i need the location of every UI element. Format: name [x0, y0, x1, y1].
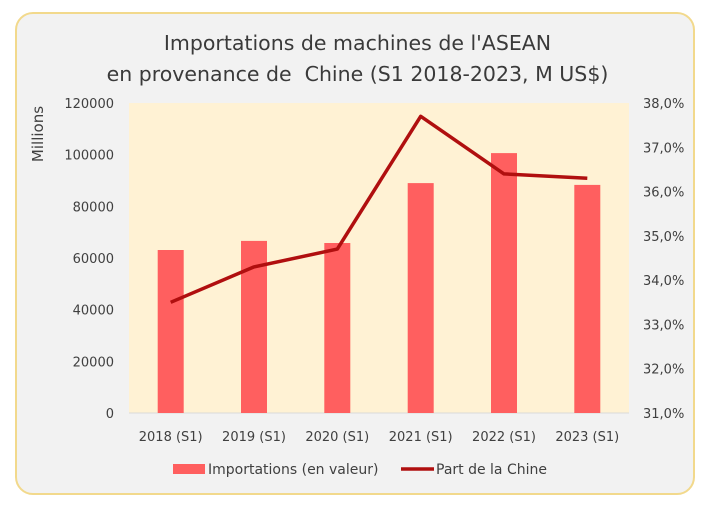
y-axis-right-ticks: 31,0% 32,0% 33,0% 34,0% 35,0% 36,0% 37,0% 38,0% — [643, 97, 684, 422]
chart-title-line-2: en provenance de Chine (S1 2018-2023, M … — [106, 62, 609, 86]
y2-tick-label: 32,0% — [643, 363, 684, 378]
x-axis-ticks: 2018 (S1) 2019 (S1) 2020 (S1) 2021 (S1) 2022… — [139, 430, 619, 445]
plot-area — [129, 103, 629, 413]
y2-tick-label: 35,0% — [643, 230, 684, 245]
chart-title: Importations de machines de l'ASEAN en p… — [0, 28, 715, 90]
x-tick-label: 2019 (S1) — [222, 430, 286, 445]
bar-0 — [157, 250, 184, 413]
y-tick-label: 80000 — [73, 200, 114, 215]
bar-4 — [491, 153, 517, 413]
legend-line-label: Part de la Chine — [436, 462, 547, 478]
x-tick-label: 2021 (S1) — [389, 430, 453, 445]
legend-bar-swatch — [173, 464, 205, 474]
y2-tick-label: 33,0% — [643, 318, 684, 333]
y-tick-label: 100000 — [64, 149, 114, 164]
legend-bar-label: Importations (en valeur) — [208, 462, 378, 478]
x-tick-label: 2022 (S1) — [472, 430, 536, 445]
y-axis-left-ticks: 0 20000 40000 60000 80000 100000 120000 — [64, 97, 114, 422]
y-tick-label: 40000 — [73, 304, 114, 319]
bar-series — [157, 153, 601, 413]
y2-tick-label: 37,0% — [643, 141, 684, 156]
y2-tick-label: 36,0% — [643, 186, 684, 201]
y-tick-label: 60000 — [73, 252, 114, 267]
bar-5 — [574, 184, 601, 413]
legend: Importations (en valeur) Part de la Chin… — [173, 462, 547, 478]
y-tick-label: 20000 — [73, 355, 114, 370]
y2-tick-label: 34,0% — [643, 274, 684, 289]
bar-2 — [324, 243, 351, 413]
chart-title-line-1: Importations de machines de l'ASEAN — [163, 31, 552, 55]
y-tick-label: 0 — [106, 407, 114, 422]
x-tick-label: 2023 (S1) — [555, 430, 619, 445]
y-axis-title: Millions — [29, 106, 47, 162]
x-tick-label: 2020 (S1) — [305, 430, 369, 445]
line-series — [170, 114, 588, 304]
y2-tick-label: 31,0% — [643, 407, 684, 422]
x-tick-label: 2018 (S1) — [139, 430, 203, 445]
y2-tick-label: 38,0% — [643, 97, 684, 112]
y-tick-label: 120000 — [64, 97, 114, 112]
bar-3 — [407, 183, 434, 413]
